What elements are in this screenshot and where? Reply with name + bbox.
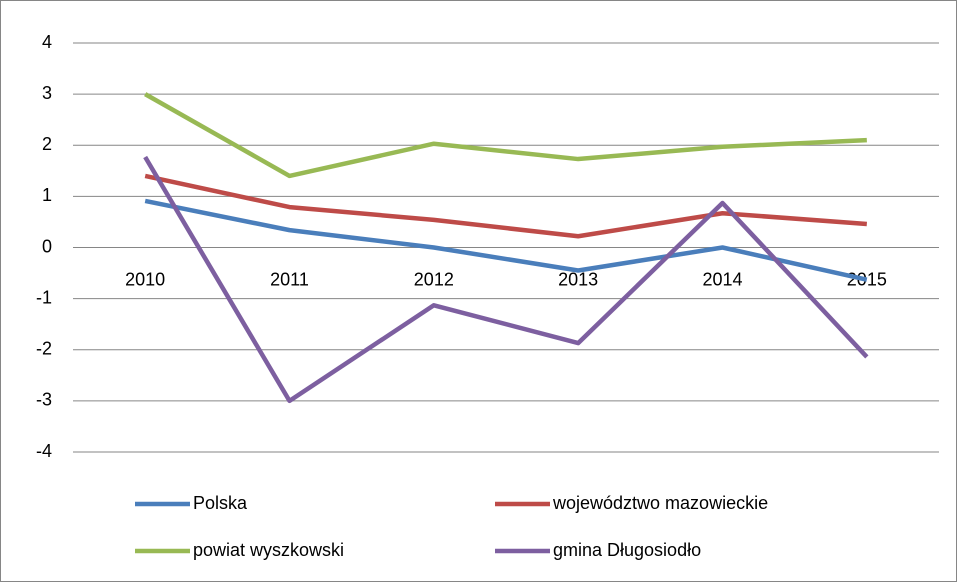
y-tick-label: 1 bbox=[42, 185, 52, 205]
y-tick-label: 4 bbox=[42, 32, 52, 52]
legend-label: gmina Długosiodło bbox=[553, 540, 701, 560]
x-tick-label: 2014 bbox=[702, 269, 742, 289]
y-tick-label: -1 bbox=[36, 287, 52, 307]
y-tick-label: -3 bbox=[36, 390, 52, 410]
series-line bbox=[144, 92, 867, 179]
series-line bbox=[144, 173, 868, 239]
legend-label: Polska bbox=[193, 493, 248, 513]
series-line bbox=[144, 198, 868, 282]
x-tick-label: 2011 bbox=[270, 269, 309, 289]
x-tick-label: 2012 bbox=[414, 269, 454, 289]
series-line bbox=[143, 155, 869, 404]
legend-label: województwo mazowieckie bbox=[552, 493, 768, 513]
y-tick-label: 3 bbox=[42, 83, 52, 103]
y-tick-label: 0 bbox=[42, 236, 52, 256]
y-tick-label: -4 bbox=[36, 441, 52, 461]
x-tick-label: 2010 bbox=[125, 269, 165, 289]
legend-label: powiat wyszkowski bbox=[193, 540, 344, 560]
x-tick-label: 2013 bbox=[558, 269, 598, 289]
y-tick-label: -2 bbox=[36, 339, 52, 359]
y-tick-label: 2 bbox=[42, 134, 52, 154]
